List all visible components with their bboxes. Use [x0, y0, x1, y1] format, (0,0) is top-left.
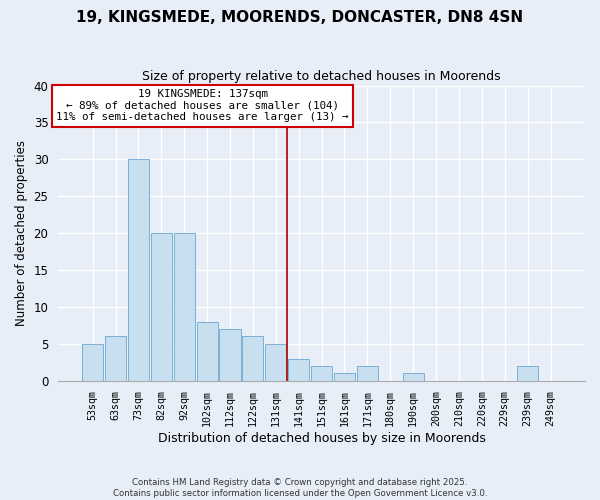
- Bar: [151, 233, 172, 380]
- Bar: [311, 366, 332, 380]
- Y-axis label: Number of detached properties: Number of detached properties: [15, 140, 28, 326]
- Text: 19 KINGSMEDE: 137sqm
← 89% of detached houses are smaller (104)
11% of semi-deta: 19 KINGSMEDE: 137sqm ← 89% of detached h…: [56, 89, 349, 122]
- Bar: [82, 344, 103, 381]
- Bar: [173, 233, 195, 380]
- Text: Contains HM Land Registry data © Crown copyright and database right 2025.
Contai: Contains HM Land Registry data © Crown c…: [113, 478, 487, 498]
- X-axis label: Distribution of detached houses by size in Moorends: Distribution of detached houses by size …: [158, 432, 485, 445]
- Bar: [265, 344, 286, 381]
- Bar: [105, 336, 126, 380]
- Bar: [517, 366, 538, 380]
- Bar: [288, 358, 309, 380]
- Bar: [220, 329, 241, 380]
- Bar: [334, 374, 355, 380]
- Bar: [403, 374, 424, 380]
- Bar: [128, 160, 149, 380]
- Title: Size of property relative to detached houses in Moorends: Size of property relative to detached ho…: [142, 70, 501, 83]
- Text: 19, KINGSMEDE, MOORENDS, DONCASTER, DN8 4SN: 19, KINGSMEDE, MOORENDS, DONCASTER, DN8 …: [76, 10, 524, 25]
- Bar: [197, 322, 218, 380]
- Bar: [357, 366, 378, 380]
- Bar: [242, 336, 263, 380]
